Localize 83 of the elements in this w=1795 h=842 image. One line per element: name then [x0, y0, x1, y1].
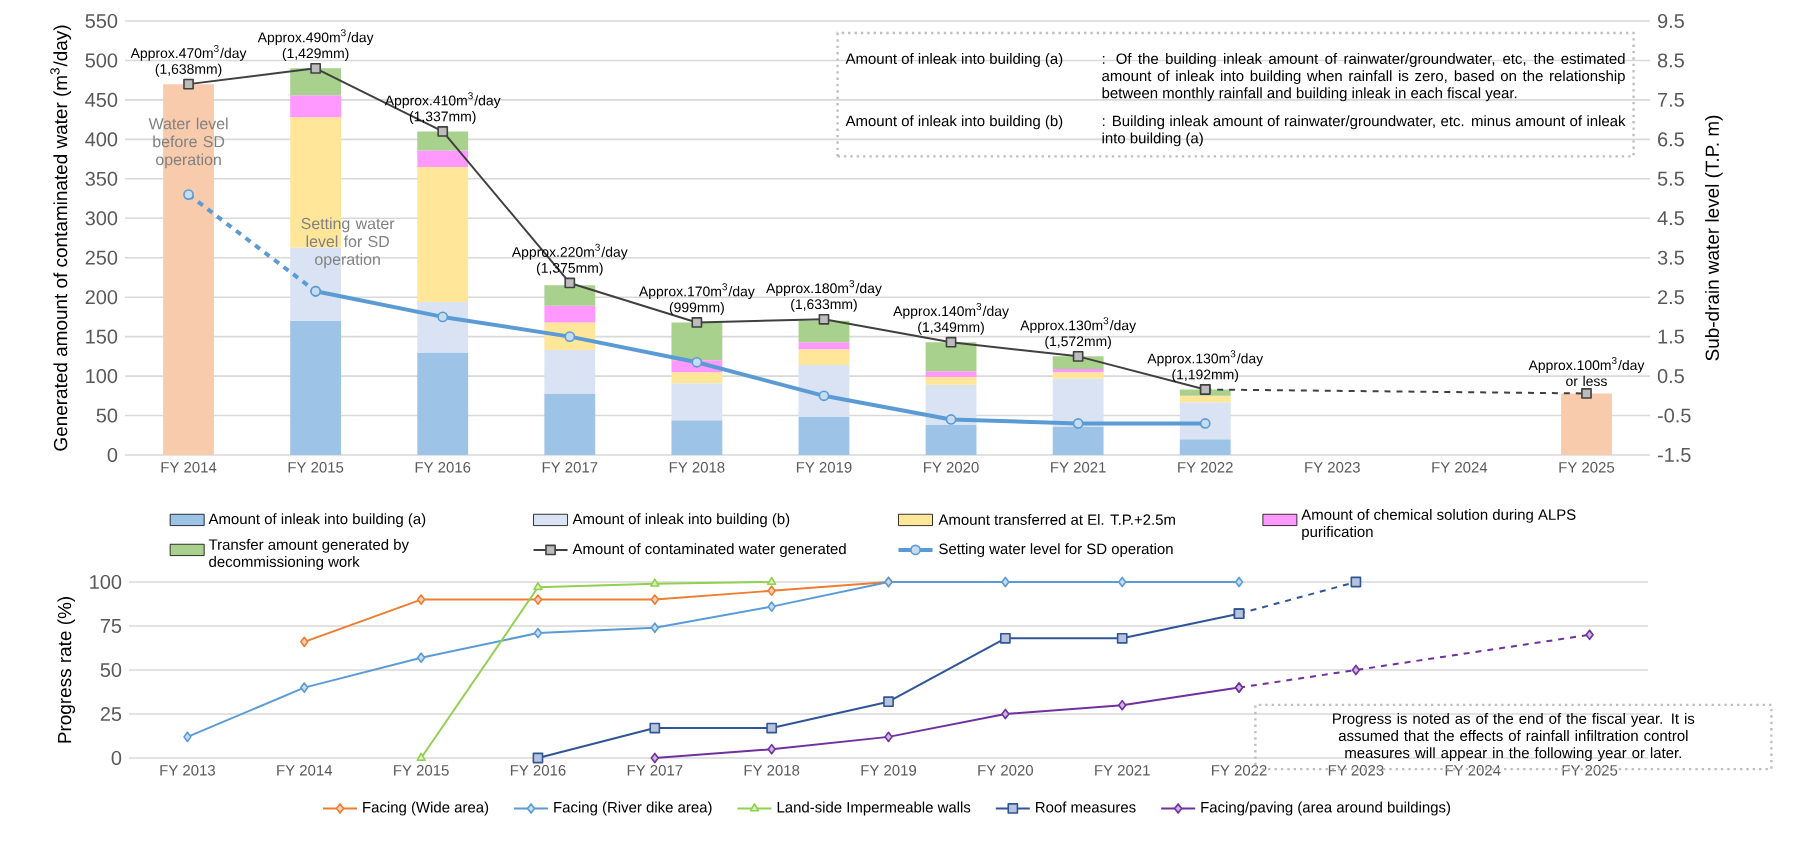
y2-tick-label: 8.5 [1657, 53, 1684, 68]
annotation: : Of the building inleak amount of rainwater/groundwater, etc, the estimated amount of inleak into building when rainfall is zero, based on the relationship between monthly rainfall and building inleak in each fiscal year. [1102, 53, 1625, 102]
x-tick-label: FY 2024 [1445, 765, 1501, 776]
x-tick-label: FY 2021 [1051, 462, 1106, 473]
legend-label: Facing (River dike area) [554, 801, 712, 816]
x-tick-label: FY 2018 [744, 765, 800, 776]
x-tick-label: FY 2014 [277, 765, 333, 776]
y2-tick-label: -0.5 [1657, 408, 1691, 423]
x-tick-label: FY 2017 [627, 765, 683, 776]
y-tick-label: 450 [85, 92, 118, 107]
y-axis-title: Generated amount of contaminated water (m$^{3}$/day) [50, 25, 72, 451]
y2-tick-label: 1.5 [1658, 329, 1684, 344]
y2-axis-title: Sub-drain water level (T.P. m) [1705, 115, 1723, 361]
legend-label: Facing/paving (area around buildings) [1201, 801, 1451, 816]
annotation: Approx.130m$^{3}$/day (1,192mm) [1147, 350, 1264, 383]
legend-label: Facing (Wide area) [363, 801, 489, 816]
annotation: Approx.470m$^{3}$/day (1,638mm) [130, 44, 247, 77]
x-tick-label: FY 2015 [288, 462, 344, 473]
y-tick-label: 200 [85, 290, 118, 305]
annotation: Approx.170m$^{3}$/day (999mm) [638, 283, 755, 316]
y2-tick-label: 6.5 [1658, 132, 1684, 147]
x-tick-label: FY 2017 [542, 462, 598, 473]
y-tick-label: 300 [85, 211, 118, 226]
y2-tick-label: 3.5 [1657, 250, 1684, 265]
y-tick-label: 500 [85, 53, 118, 68]
y2-tick-label: 7.5 [1658, 92, 1684, 107]
y2-tick-label: 2.5 [1658, 290, 1684, 305]
x-tick-label: FY 2025 [1559, 462, 1615, 473]
y2-tick-label: 5.5 [1657, 171, 1684, 186]
y-tick-label: 50 [100, 662, 122, 678]
y-axis-title: Progress rate (%) [57, 597, 76, 743]
annotation: Approx.410m$^{3}$/day (1,337mm) [384, 92, 501, 125]
y-tick-label: 250 [85, 250, 118, 265]
annotation: Approx.130m$^{3}$/day (1,572mm) [1020, 317, 1137, 349]
y-tick-label: 0 [111, 750, 122, 766]
y2-tick-label: -1.5 [1657, 448, 1691, 462]
y-tick-label: 75 [100, 619, 122, 633]
y-tick-label: 400 [85, 132, 118, 147]
x-tick-label: FY 2019 [861, 765, 917, 776]
x-tick-label: FY 2018 [669, 462, 725, 473]
y-tick-label: 25 [100, 706, 122, 722]
y2-tick-label: 9.5 [1658, 13, 1684, 29]
x-tick-label: FY 2020 [978, 765, 1033, 776]
annotation: Amount of inleak into building (a) [845, 53, 1063, 67]
y-tick-label: 350 [85, 171, 118, 186]
y2-tick-label: 4.5 [1657, 211, 1684, 226]
annotation: Approx.180m$^{3}$/day (1,633mm) [766, 280, 882, 312]
x-tick-label: FY 2024 [1432, 462, 1488, 473]
y-tick-label: 100 [86, 369, 118, 384]
x-tick-label: FY 2014 [161, 462, 217, 473]
x-tick-label: FY 2016 [415, 462, 471, 473]
legend-label: Amount of inleak into building (a) [208, 513, 426, 528]
annotation: Approx.490m$^{3}$/day (1,429mm) [257, 29, 374, 61]
y-tick-label: 550 [85, 13, 118, 29]
x-tick-label: FY 2013 [160, 765, 215, 776]
x-tick-label: FY 2020 [924, 462, 979, 473]
x-tick-label: FY 2016 [510, 765, 566, 776]
annotation: Approx.140m$^{3}$/day (1,349mm) [893, 302, 1009, 335]
x-tick-label: FY 2023 [1305, 462, 1360, 473]
x-tick-label: FY 2023 [1328, 765, 1384, 776]
annotation: Approx.100m$^{3}$/day or less [1528, 356, 1645, 387]
legend-label: Amount of contaminated water generated [572, 543, 846, 558]
legend-label: Land-side Impermeable walls [777, 801, 971, 816]
legend-label: Transfer amount generated by decommissioning work [208, 538, 409, 570]
legend-label: Amount of inleak into building (b) [572, 513, 790, 528]
y-tick-label: 150 [86, 329, 118, 344]
annotation: : Building inleak amount of rainwater/groundwater, etc. minus amount of inleak into building (a) [1102, 115, 1626, 147]
y-tick-label: 0 [107, 447, 118, 463]
x-tick-label: FY 2021 [1095, 765, 1150, 776]
legend-label: Setting water level for SD operation [939, 543, 1173, 558]
x-tick-label: FY 2019 [796, 462, 852, 473]
y2-tick-label: 0.5 [1657, 369, 1684, 384]
legend-label: Amount of chemical solution during ALPS purification [1301, 508, 1576, 540]
x-tick-label: FY 2015 [394, 765, 449, 776]
x-tick-label: FY 2022 [1212, 765, 1267, 776]
legend-label: Amount transferred at El. T.P.+2.5m [938, 513, 1175, 525]
annotation: Progress is noted as of the end of the fiscal year. It is assumed that the effects of rainfall infiltration control measures will appear in the following year or later. [1333, 712, 1695, 762]
annotation: Amount of inleak into building (b) [845, 115, 1063, 130]
y-tick-label: 100 [90, 574, 122, 590]
y-tick-label: 50 [96, 408, 118, 423]
x-tick-label: FY 2022 [1178, 462, 1233, 473]
x-tick-label: FY 2025 [1562, 765, 1618, 776]
legend-label: Roof measures [1036, 801, 1136, 813]
